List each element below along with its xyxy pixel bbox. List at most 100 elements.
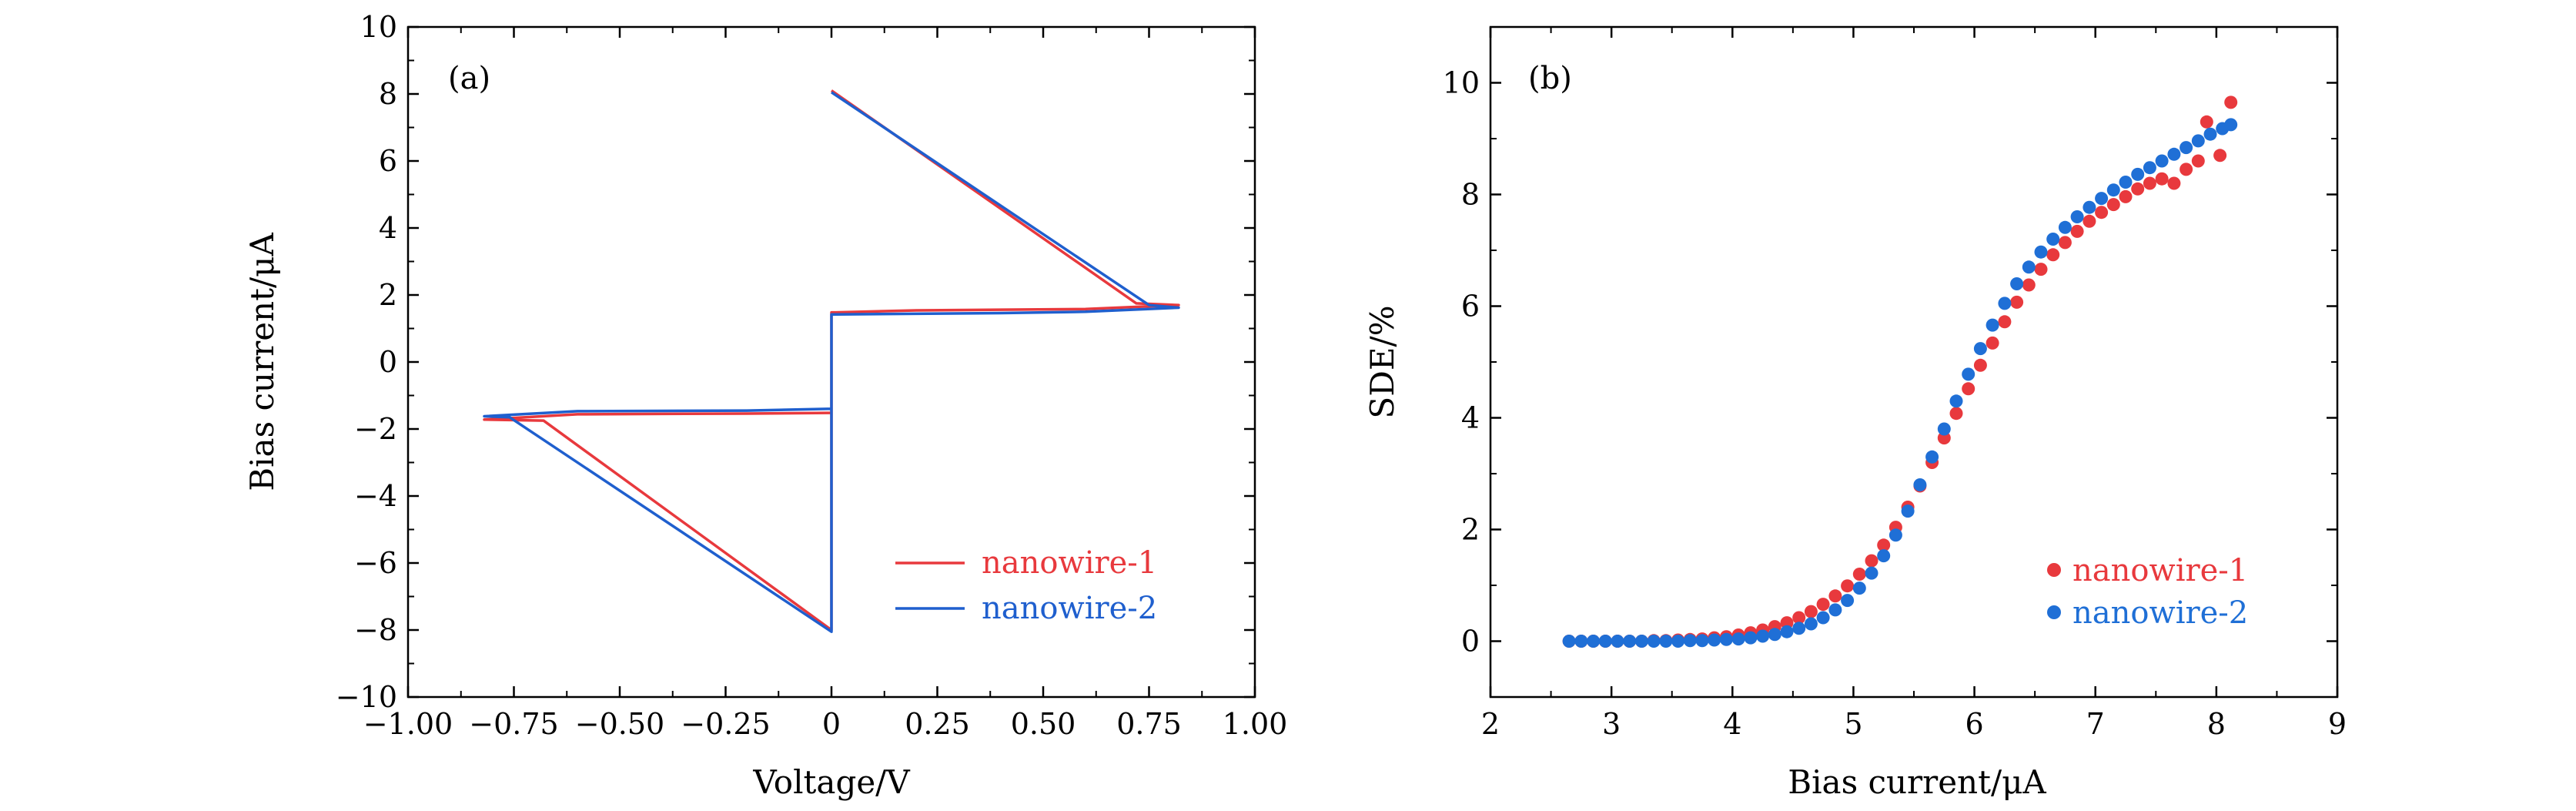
panel-b-data-point-nanowire-1 (2200, 115, 2213, 129)
panel-b-data-point-nanowire-1 (1877, 538, 1891, 552)
panel-b-data-point-nanowire-2 (2143, 161, 2156, 175)
panel-b-data-point-nanowire-1 (1816, 598, 1830, 612)
panel-b-label: (b) (1528, 61, 1572, 96)
panel-b-data-point-nanowire-1 (2070, 224, 2084, 238)
panel-b-data-point-nanowire-1 (2034, 263, 2048, 276)
panel-b-data-point-nanowire-2 (1562, 635, 1576, 648)
panel-b-legend-marker-nanowire-2 (2047, 605, 2061, 619)
panel-b-data-point-nanowire-2 (1756, 629, 1770, 643)
panel-b-data-point-nanowire-1 (1852, 568, 1866, 581)
panel-a-legend-label-nanowire-1: nanowire-1 (982, 545, 1157, 581)
panel-b-data-point-nanowire-2 (1877, 549, 1891, 563)
panel-b-data-point-nanowire-1 (2046, 248, 2060, 262)
panel-b-data-point-nanowire-1 (2119, 189, 2133, 203)
panel-b-x-tick-label: 2 (1481, 707, 1500, 741)
panel-b-data-point-nanowire-2 (2034, 245, 2048, 259)
panel-b-data-point-nanowire-2 (1719, 632, 1733, 646)
panel-b-y-tick-label: 10 (1443, 66, 1480, 100)
panel-b-data-point-nanowire-2 (2224, 118, 2238, 132)
panel-b-data-point-nanowire-2 (1925, 450, 1939, 464)
panel-b-data-point-nanowire-2 (1841, 594, 1855, 608)
panel-b-data-point-nanowire-2 (1901, 504, 1915, 518)
panel-b-data-point-nanowire-1 (2213, 149, 2227, 163)
panel-b-data-point-nanowire-2 (1768, 628, 1781, 642)
panel-b-data-point-nanowire-2 (1695, 634, 1709, 648)
panel-b-data-point-nanowire-2 (1962, 367, 1975, 381)
panel-b-legend-label-nanowire-2: nanowire-2 (2073, 595, 2248, 631)
panel-b-data-point-nanowire-2 (1647, 635, 1661, 648)
panel-b-series (1562, 96, 2238, 648)
panel-b-legend-marker-nanowire-1 (2047, 563, 2061, 577)
panel-b-data-point-nanowire-1 (2180, 163, 2193, 176)
panel-b-data-point-nanowire-1 (1792, 611, 1806, 625)
panel-b-data-point-nanowire-1 (2010, 295, 2024, 309)
panel-b-data-point-nanowire-1 (1865, 554, 1878, 568)
panel-b-x-tick-label: 6 (1965, 707, 1983, 741)
panel-a-legend-label-nanowire-2: nanowire-2 (982, 591, 1157, 626)
panel-b-x-tick-label: 5 (1844, 707, 1862, 741)
panel-a-y-tick-label: −8 (354, 613, 397, 647)
panel-b-data-point-nanowire-2 (1587, 635, 1601, 648)
panel-b-data-point-nanowire-2 (2010, 277, 2024, 290)
panel-b-data-point-nanowire-2 (1744, 631, 1758, 645)
panel-b-data-point-nanowire-1 (1998, 315, 2012, 329)
panel-b-data-point-nanowire-1 (1841, 579, 1855, 593)
panel-a-y-tick-label: −4 (354, 479, 397, 513)
panel-b-data-point-nanowire-2 (2022, 260, 2036, 274)
panel-b-x-tick-label: 9 (2328, 707, 2347, 741)
panel-a-label: (a) (448, 61, 490, 96)
panel-a-y-tick-label: −10 (336, 680, 397, 714)
panel-a-series (483, 89, 1180, 633)
panel-b-data-point-nanowire-2 (1986, 318, 1999, 332)
panel-a-y-tick-label: −2 (354, 412, 397, 446)
panel-b-data-point-nanowire-2 (2155, 154, 2169, 168)
panel-a-y-tick-label: 2 (379, 278, 397, 312)
panel-a-x-tick-label: −0.25 (681, 707, 770, 741)
panel-b-data-point-nanowire-2 (2119, 176, 2133, 189)
panel-b-data-point-nanowire-2 (2058, 220, 2072, 234)
panel-a-series-line-nanowire-2 (483, 91, 1180, 633)
panel-b-data-point-nanowire-2 (1683, 634, 1697, 648)
panel-b-data-point-nanowire-2 (1852, 581, 1866, 595)
panel-a-x-axis-title: Voltage/V (752, 763, 910, 801)
panel-b-data-point-nanowire-1 (2143, 176, 2156, 190)
panel-b-data-point-nanowire-2 (1731, 632, 1745, 646)
panel-b-x-tick-label: 3 (1602, 707, 1621, 741)
panel-b-data-point-nanowire-1 (2191, 154, 2205, 168)
panel-b-data-point-nanowire-2 (1973, 342, 1987, 356)
panel-b-data-point-nanowire-2 (1623, 635, 1637, 648)
panel-b-legend-label-nanowire-1: nanowire-1 (2073, 553, 2248, 588)
panel-a-x-tick-label: 0 (822, 707, 841, 741)
panel-b-data-point-nanowire-2 (2191, 134, 2205, 148)
panel-b-data-point-nanowire-1 (2058, 236, 2072, 250)
panel-b-y-tick-label: 8 (1461, 178, 1480, 212)
panel-a-legend: nanowire-1 nanowire-2 (895, 545, 1157, 626)
panel-a-ticks: −1.00 −0.75 −0.50 −0.25 0 0.25 0.50 0.75 1.00 −10… (336, 10, 1288, 741)
panel-b-y-axis-title: SDE/% (1363, 305, 1401, 418)
panel-b-data-point-nanowire-2 (2083, 200, 2096, 214)
panel-b-data-point-nanowire-1 (2224, 96, 2238, 109)
panel-a-y-tick-label: 0 (379, 345, 397, 379)
panel-b-x-axis-title: Bias current/μA (1788, 763, 2046, 801)
panel-a-y-tick-label: 4 (379, 211, 397, 245)
panel-b-data-point-nanowire-1 (2095, 206, 2109, 220)
panel-b-data-point-nanowire-2 (2180, 141, 2193, 155)
panel-b-data-point-nanowire-2 (1865, 566, 1878, 580)
panel-b-data-point-nanowire-2 (1659, 635, 1673, 648)
panel-b-data-point-nanowire-1 (2155, 172, 2169, 186)
panel-b-data-point-nanowire-1 (2167, 176, 2181, 190)
panel-a-x-tick-label: −0.50 (575, 707, 664, 741)
panel-b-data-point-nanowire-2 (1634, 635, 1648, 648)
panel-a-y-tick-label: 8 (379, 77, 397, 111)
panel-b-y-tick-label: 2 (1461, 513, 1480, 547)
panel-a-x-tick-label: 1.00 (1223, 707, 1288, 741)
panel-b-data-point-nanowire-2 (2046, 233, 2060, 246)
panel-b-legend: nanowire-1 nanowire-2 (2047, 553, 2248, 631)
panel-b-data-point-nanowire-2 (1828, 603, 1842, 617)
panel-b-data-point-nanowire-1 (1804, 605, 1818, 618)
panel-b-data-point-nanowire-2 (1574, 635, 1588, 648)
panel-a-x-tick-label: −0.75 (469, 707, 558, 741)
panel-b-data-point-nanowire-1 (1973, 358, 1987, 372)
panel-b-data-point-nanowire-1 (2022, 278, 2036, 292)
